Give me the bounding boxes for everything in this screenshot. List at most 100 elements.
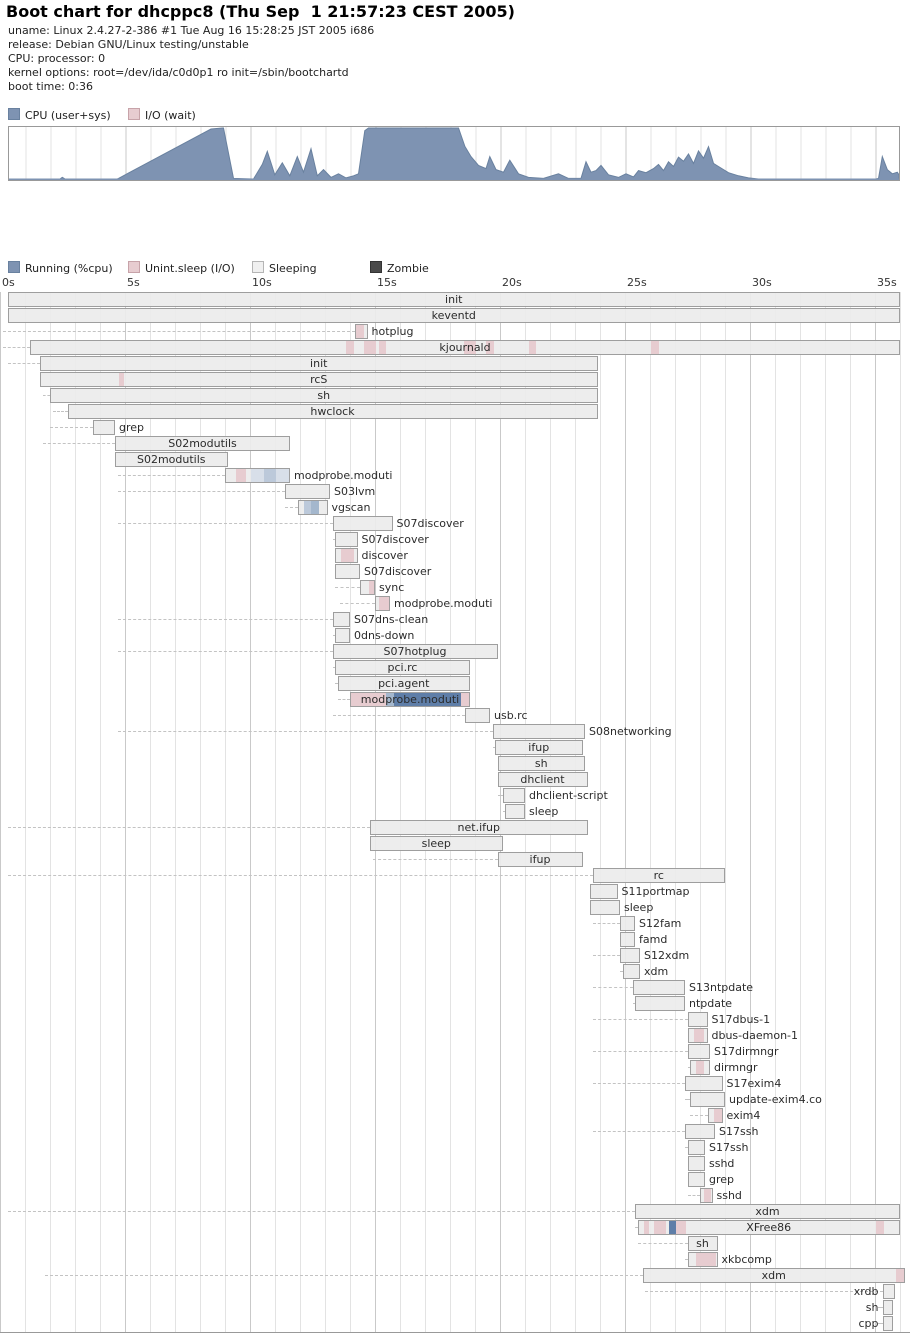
- process-connector: [877, 1307, 883, 1308]
- process-bar-S17dirmngr: [687, 1044, 710, 1059]
- process-connector: [592, 1131, 685, 1132]
- io-wait-segment: [368, 581, 374, 594]
- process-bar-S11portmap: [590, 884, 618, 899]
- process-label: vgscan: [331, 501, 371, 514]
- io-wait-segment: [351, 693, 386, 706]
- process-bar-S17dbus-1: [687, 1012, 708, 1027]
- io-wait-segment: [341, 549, 354, 562]
- time-tick-label: 30s: [752, 276, 772, 289]
- legend-label: Running (%cpu): [25, 262, 113, 275]
- process-bar-S12xdm: [620, 948, 640, 963]
- process-bar-grep: [92, 420, 115, 435]
- process-bar-S07dns-clean: [332, 612, 350, 627]
- process-label: net.ifup: [457, 821, 500, 834]
- io-wait-segment: [651, 341, 659, 354]
- process-connector: [285, 507, 298, 508]
- process-connector: [632, 1003, 635, 1004]
- process-chart-legend: Running (%cpu) Unint.sleep (I/O) Sleeping Z…: [0, 261, 910, 275]
- legend-label: Zombie: [387, 262, 429, 275]
- process-connector: [497, 795, 503, 796]
- process-bar-XFree86: [637, 1220, 900, 1235]
- sleep-swatch-icon: [252, 261, 264, 273]
- process-bar-grep: [687, 1172, 705, 1187]
- process-label: grep: [119, 421, 145, 434]
- process-label: dhclient-script: [529, 789, 608, 802]
- io-wait-segment: [696, 1253, 716, 1266]
- process-connector: [877, 1323, 883, 1324]
- process-connector: [332, 539, 335, 540]
- cpu-line: CPU: processor: 0: [8, 52, 106, 65]
- process-connector: [685, 1147, 688, 1148]
- process-bar-dhclient: [497, 772, 588, 787]
- process-label: modprobe.moduti: [394, 597, 493, 610]
- io-swatch-icon: [128, 108, 140, 120]
- legend-label: Sleeping: [269, 262, 317, 275]
- process-bar-sshd: [687, 1156, 705, 1171]
- process-label: update-exim4.co: [729, 1093, 822, 1106]
- process-bar-modprobe.moduti: [350, 692, 470, 707]
- run-swatch-icon: [8, 108, 20, 120]
- process-connector: [117, 491, 285, 492]
- legend-label: Unint.sleep (I/O): [145, 262, 235, 275]
- process-bar-modprobe.moduti: [225, 468, 290, 483]
- process-bar-S07discover: [335, 532, 358, 547]
- process-connector: [372, 859, 498, 860]
- process-connector: [117, 475, 225, 476]
- process-connector: [592, 955, 620, 956]
- io-wait-segment: [693, 1029, 704, 1042]
- process-label: dbus-daemon-1: [711, 1029, 799, 1042]
- process-label: S07discover: [364, 565, 432, 578]
- process-label: S02modutils: [136, 453, 206, 466]
- running-segment: [386, 693, 394, 706]
- running-segment: [263, 469, 276, 482]
- process-label: xkbcomp: [721, 1253, 772, 1266]
- uname-line: uname: Linux 2.4.27-2-386 #1 Tue Aug 16 …: [8, 24, 375, 37]
- process-bar-update-exim4.co: [690, 1092, 725, 1107]
- process-label: S17exim4: [726, 1077, 782, 1090]
- proc-legend-item-0: Running (%cpu): [8, 261, 113, 275]
- proc-legend-item-2: Sleeping: [252, 261, 317, 275]
- process-label: sh: [534, 757, 548, 770]
- process-connector: [635, 1227, 638, 1228]
- time-tick-label: 25s: [627, 276, 647, 289]
- process-label: famd: [639, 933, 668, 946]
- process-label: sshd: [709, 1157, 735, 1170]
- cpu-usage-series: [9, 127, 900, 181]
- process-connector: [117, 651, 333, 652]
- time-tick-label: 0s: [2, 276, 15, 289]
- time-tick-label: 15s: [377, 276, 397, 289]
- proc-legend-item-3: Zombie: [370, 261, 429, 275]
- process-label: usb.rc: [494, 709, 528, 722]
- process-label: 0dns-down: [354, 629, 415, 642]
- io-wait-segment: [653, 1221, 666, 1234]
- running-segment: [251, 469, 264, 482]
- process-label: S07discover: [361, 533, 429, 546]
- process-bar-ifup: [497, 852, 583, 867]
- process-bar-xkbcomp: [687, 1252, 718, 1267]
- process-bar-S03lvm: [285, 484, 330, 499]
- io-wait-segment: [463, 341, 476, 354]
- process-bar-S08networking: [492, 724, 585, 739]
- process-connector: [340, 603, 375, 604]
- process-connector: [335, 587, 360, 588]
- process-bar-ntpdate: [635, 996, 685, 1011]
- process-bar-sh: [497, 756, 585, 771]
- process-label: kjournald: [439, 341, 491, 354]
- process-connector: [7, 363, 40, 364]
- process-label: rcS: [310, 373, 328, 386]
- process-connector: [592, 1083, 685, 1084]
- process-bar-dirmngr: [690, 1060, 710, 1075]
- process-connector: [7, 827, 370, 828]
- process-bar-sleep: [590, 900, 620, 915]
- io-wait-segment: [876, 1221, 884, 1234]
- process-label: sh: [865, 1301, 879, 1314]
- process-bar-S17ssh: [687, 1140, 705, 1155]
- running-segment: [303, 501, 311, 514]
- running-segment: [276, 469, 289, 482]
- kernel-options-line: kernel options: root=/dev/ida/c0d0p1 ro …: [8, 66, 349, 79]
- process-connector: [690, 1115, 708, 1116]
- process-connector: [332, 667, 335, 668]
- process-connector: [687, 1067, 690, 1068]
- process-label: S07hotplug: [383, 645, 447, 658]
